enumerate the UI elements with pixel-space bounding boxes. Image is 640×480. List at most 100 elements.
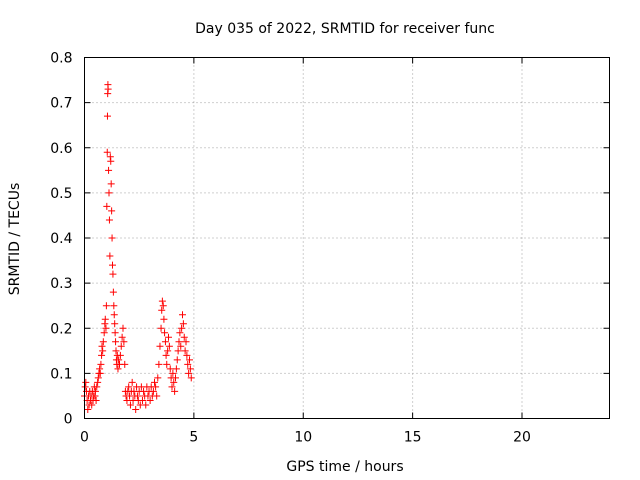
data-point <box>105 166 113 174</box>
data-point <box>169 369 177 377</box>
data-point <box>138 396 146 404</box>
data-point <box>157 324 165 332</box>
data-point <box>97 360 105 368</box>
data-point <box>166 365 174 373</box>
data-point <box>91 387 99 395</box>
data-point <box>82 378 90 386</box>
data-point <box>103 202 111 210</box>
data-point <box>155 360 163 368</box>
chart-title: Day 035 of 2022, SRMTID for receiver fun… <box>195 21 495 37</box>
data-point <box>116 351 124 359</box>
data-point <box>115 356 123 364</box>
x-tick-label: 5 <box>189 430 198 446</box>
y-tick-label: 0.8 <box>50 51 72 67</box>
data-point <box>98 342 106 350</box>
data-point <box>123 396 131 404</box>
data-point <box>94 374 102 382</box>
data-point <box>182 338 190 346</box>
data-point <box>101 315 109 323</box>
data-point <box>125 383 133 391</box>
data-point <box>109 270 117 278</box>
data-point <box>172 374 179 382</box>
data-point <box>187 374 195 382</box>
data-point <box>94 378 102 386</box>
data-point <box>181 347 189 355</box>
data-point <box>88 401 96 409</box>
data-point <box>92 396 100 404</box>
data-point <box>172 365 180 373</box>
data-point <box>81 383 89 391</box>
data-point <box>142 401 150 409</box>
x-axis-label: GPS time / hours <box>286 459 403 475</box>
data-point <box>114 365 122 373</box>
data-point <box>165 342 173 350</box>
data-point <box>175 338 183 346</box>
y-tick-label: 0.4 <box>50 231 72 247</box>
y-tick-label: 0.5 <box>50 186 72 202</box>
data-point <box>112 338 120 346</box>
data-point <box>177 342 185 350</box>
data-point <box>102 324 110 332</box>
data-point <box>118 333 126 341</box>
y-tick-label: 0.2 <box>50 321 72 337</box>
data-point <box>184 360 192 368</box>
data-point <box>128 378 136 386</box>
data-point <box>98 351 106 359</box>
data-point <box>179 320 187 328</box>
data-point <box>173 356 181 364</box>
data-point <box>164 347 172 355</box>
data-point <box>105 189 113 197</box>
data-point <box>180 333 188 341</box>
data-point <box>108 234 116 242</box>
data-point <box>162 351 170 359</box>
data-point <box>120 338 128 346</box>
data-point <box>106 252 114 260</box>
data-point <box>119 324 127 332</box>
data-point <box>108 207 116 215</box>
x-tick-label: 10 <box>294 430 312 446</box>
data-point <box>103 112 111 120</box>
data-point <box>152 383 160 391</box>
y-tick-label: 0 <box>64 412 73 428</box>
y-tick-label: 0.3 <box>50 276 72 292</box>
data-points <box>81 81 195 413</box>
x-tick-label: 15 <box>404 430 422 446</box>
data-point <box>158 306 166 314</box>
data-point <box>149 387 157 395</box>
data-point <box>160 315 168 323</box>
data-point <box>99 338 107 346</box>
y-tick-label: 0.6 <box>50 141 72 157</box>
data-point <box>107 157 115 165</box>
data-point <box>161 329 169 337</box>
data-point <box>109 261 116 269</box>
x-axis: 0 5 10 15 20 <box>80 57 531 446</box>
data-point <box>156 342 164 350</box>
data-point <box>93 383 101 391</box>
data-point <box>105 216 113 224</box>
y-tick-label: 0.7 <box>50 96 72 112</box>
data-point <box>110 302 118 310</box>
data-point <box>133 392 141 400</box>
data-point <box>163 360 171 368</box>
data-point <box>165 333 172 341</box>
data-point <box>117 342 125 350</box>
data-point <box>179 311 186 319</box>
data-point <box>111 329 119 337</box>
data-point <box>109 288 117 296</box>
data-point <box>103 148 111 156</box>
data-point <box>158 297 166 305</box>
data-point <box>186 356 193 364</box>
data-point <box>126 401 134 409</box>
data-point <box>176 329 184 337</box>
data-point <box>171 387 179 395</box>
data-point <box>111 320 119 328</box>
data-point <box>178 324 186 332</box>
data-point <box>100 329 108 337</box>
data-point <box>183 351 191 359</box>
data-point <box>99 347 107 355</box>
data-point <box>168 383 176 391</box>
data-point <box>186 365 194 373</box>
data-point <box>146 396 154 404</box>
data-point <box>121 360 129 368</box>
x-tick-label: 0 <box>80 430 89 446</box>
